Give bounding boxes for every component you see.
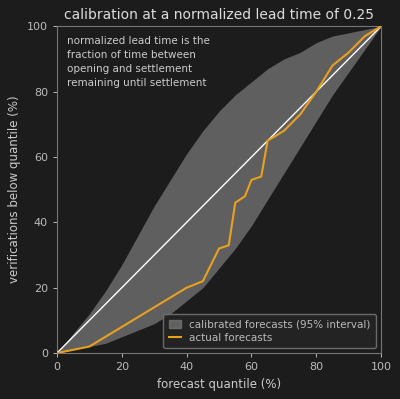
Y-axis label: verifications below quantile (%): verifications below quantile (%) (8, 96, 21, 284)
Legend: calibrated forecasts (95% interval), actual forecasts: calibrated forecasts (95% interval), act… (163, 314, 376, 348)
Text: normalized lead time is the
fraction of time between
opening and settlement
rema: normalized lead time is the fraction of … (67, 36, 210, 88)
X-axis label: forecast quantile (%): forecast quantile (%) (157, 378, 281, 391)
Title: calibration at a normalized lead time of 0.25: calibration at a normalized lead time of… (64, 8, 374, 22)
